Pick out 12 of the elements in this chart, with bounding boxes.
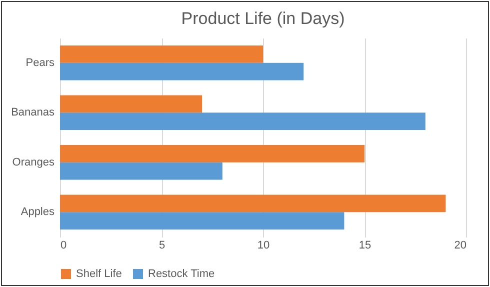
y-tick-label: Apples [20, 206, 55, 218]
x-tick-label: 0 [60, 240, 67, 252]
chart-title: Product Life (in Days) [181, 9, 345, 28]
legend-label: Shelf Life [76, 268, 122, 280]
x-tick-label: 15 [358, 240, 372, 252]
x-tick-label: 5 [158, 240, 166, 252]
legend-label: Restock Time [148, 268, 215, 280]
y-tick-label: Bananas [11, 106, 55, 119]
x-tick-label: 20 [454, 240, 466, 252]
y-tick-label: Oranges [12, 156, 55, 168]
x-tick-label: 10 [257, 240, 270, 252]
y-tick-label: Pears [26, 56, 55, 69]
